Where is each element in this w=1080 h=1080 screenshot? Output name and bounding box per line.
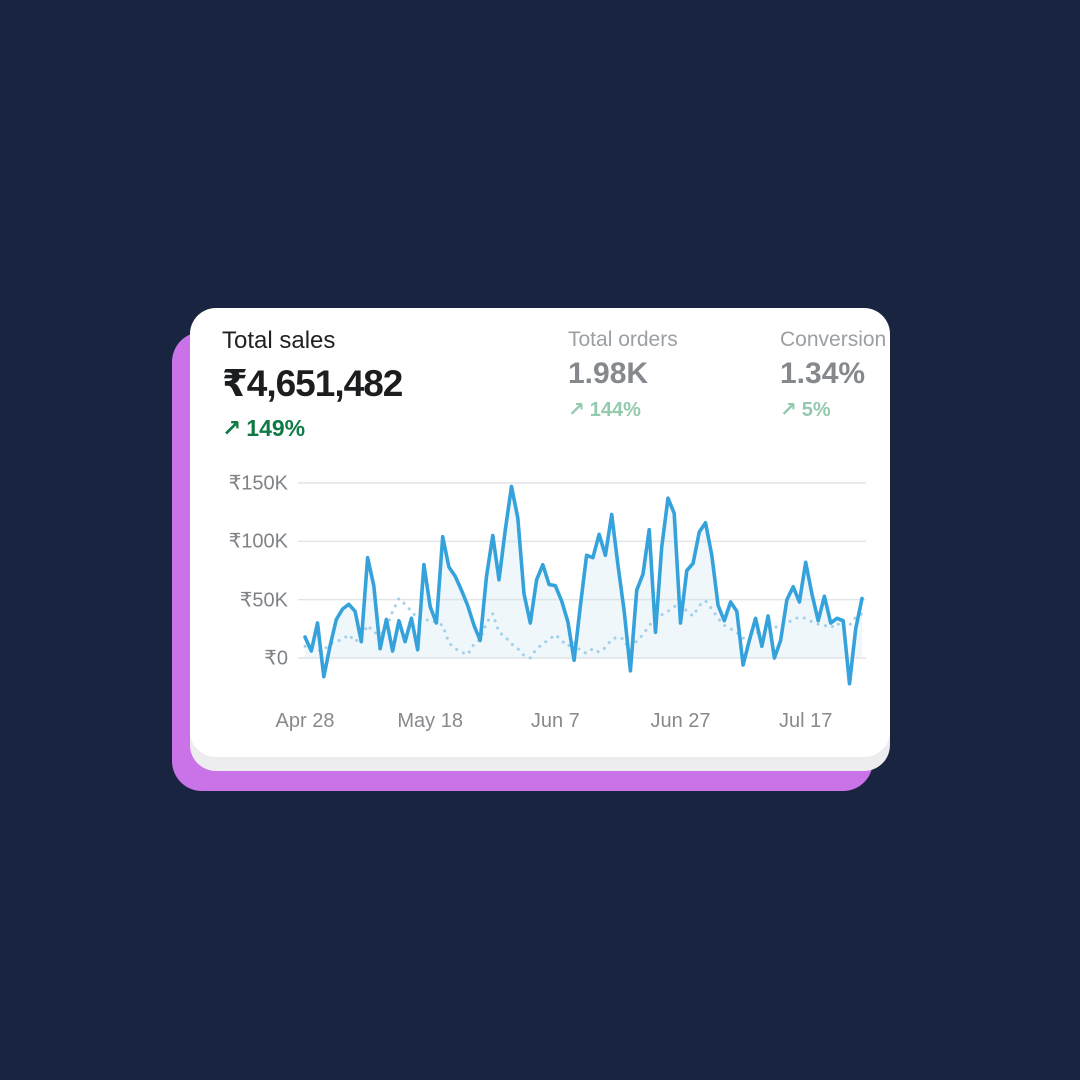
y-axis-tick-label: ₹0 [264,647,288,670]
x-axis-tick-label: Jun 7 [530,710,580,732]
x-axis-tick-label: Apr 28 [275,710,335,732]
total-sales-value: ₹4,651,482 [222,363,403,404]
total-orders-delta: ↗ 144% [568,397,678,422]
metric-total-orders[interactable]: Total orders 1.98K ↗ 144% [568,326,678,422]
conversion-delta-value: 5% [801,399,831,422]
x-axis-tick-label: Jul 17 [778,710,833,732]
chart-canvas[interactable] [190,458,890,757]
conversion-label: Conversion [780,328,885,351]
y-axis-tick-label: ₹100K [228,530,288,553]
current-period-line [303,484,864,686]
trend-up-icon: ↗ [568,399,585,422]
x-axis-tick-label: May 18 [397,710,463,732]
trend-up-icon: ↗ [222,415,242,441]
metric-total-sales[interactable]: Total sales ₹4,651,482 ↗ 149% [222,326,403,442]
total-sales-delta: ↗ 149% [222,415,402,442]
sales-over-time-chart[interactable]: ₹150K ₹100K ₹50K ₹0 Apr 28 May 18 Jun 7 Jun 27 J… [190,458,890,757]
conversion-delta: ↗ 5% [780,397,885,422]
y-axis-tick-label: ₹50K [239,589,288,612]
total-orders-label: Total orders [568,328,678,351]
total-orders-delta-value: 144% [589,399,641,422]
conversion-value: 1.34% [780,357,866,391]
y-axis-tick-label: ₹150K [228,472,288,495]
metrics-header: Total sales ₹4,651,482 ↗ 149% Total order… [190,308,890,458]
total-orders-value: 1.98K [568,357,649,391]
current-period-area-fill [305,486,862,658]
x-axis-tick-label: Jun 27 [650,710,711,732]
metric-conversion[interactable]: Conversion 1.34% ↗ 5% [780,326,885,422]
trend-up-icon: ↗ [780,399,797,422]
total-sales-label: Total sales [222,327,336,354]
analytics-card: Total sales ₹4,651,482 ↗ 149% Total order… [190,308,890,757]
total-sales-delta-value: 149% [246,415,306,441]
